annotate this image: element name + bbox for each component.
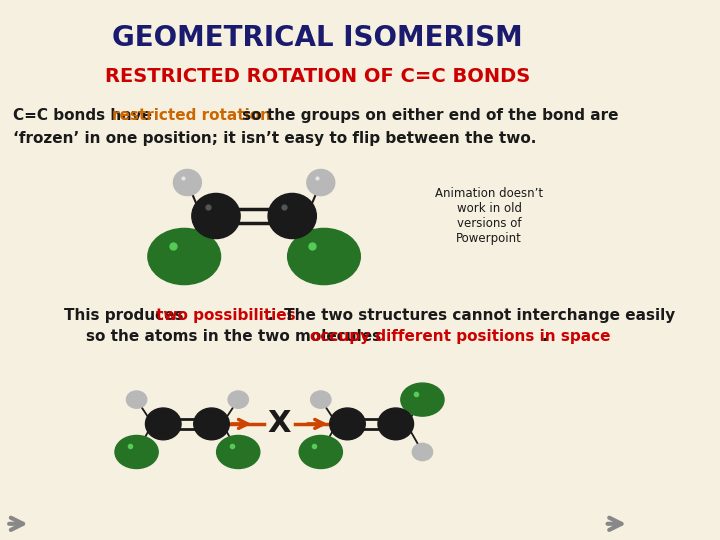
Ellipse shape — [330, 408, 365, 440]
Ellipse shape — [148, 228, 220, 285]
Text: so the groups on either end of the bond are: so the groups on either end of the bond … — [237, 108, 618, 123]
Text: X: X — [268, 409, 292, 438]
Text: C=C bonds have: C=C bonds have — [13, 108, 157, 123]
Ellipse shape — [401, 383, 444, 416]
Text: ‘frozen’ in one position; it isn’t easy to flip between the two.: ‘frozen’ in one position; it isn’t easy … — [13, 131, 536, 146]
Text: so the atoms in the two molecules: so the atoms in the two molecules — [86, 329, 386, 345]
Text: Animation doesn’t
work in old
versions of
Powerpoint: Animation doesn’t work in old versions o… — [435, 187, 543, 245]
Ellipse shape — [127, 391, 147, 408]
Ellipse shape — [413, 443, 433, 461]
Ellipse shape — [287, 228, 360, 285]
Text: restricted rotation: restricted rotation — [112, 108, 271, 123]
Ellipse shape — [378, 408, 413, 440]
Ellipse shape — [217, 435, 260, 469]
Ellipse shape — [145, 408, 181, 440]
Ellipse shape — [194, 408, 230, 440]
Text: GEOMETRICAL ISOMERISM: GEOMETRICAL ISOMERISM — [112, 24, 523, 52]
Text: This produces: This produces — [63, 308, 188, 323]
Ellipse shape — [310, 391, 331, 408]
Text: .: . — [541, 329, 546, 345]
Ellipse shape — [115, 435, 158, 469]
Ellipse shape — [192, 193, 240, 239]
Ellipse shape — [174, 170, 202, 195]
Ellipse shape — [228, 391, 248, 408]
Ellipse shape — [300, 435, 343, 469]
Ellipse shape — [268, 193, 316, 239]
Text: .  The two structures cannot interchange easily: . The two structures cannot interchange … — [268, 308, 675, 323]
Ellipse shape — [307, 170, 335, 195]
Text: occupy different positions in space: occupy different positions in space — [310, 329, 611, 345]
Text: RESTRICTED ROTATION OF C=C BONDS: RESTRICTED ROTATION OF C=C BONDS — [105, 68, 530, 86]
Text: two possibilities: two possibilities — [156, 308, 295, 323]
